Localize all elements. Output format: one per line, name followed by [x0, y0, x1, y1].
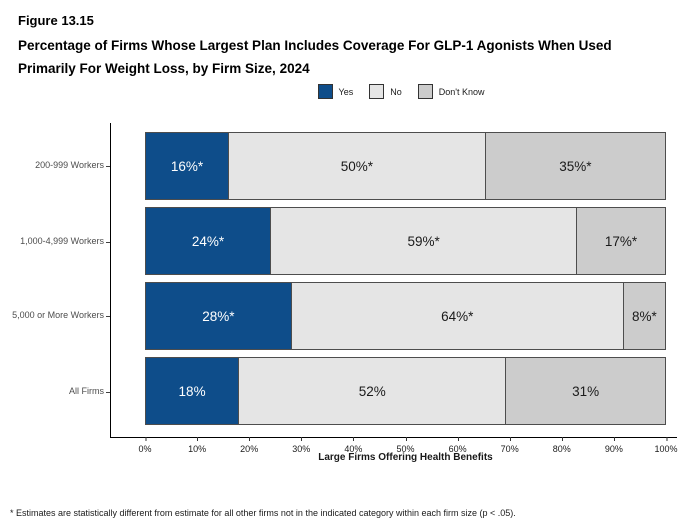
y-axis-label-1000-4999: 1,000-4,999 Workers	[2, 236, 110, 247]
x-tick-label: 20%	[240, 437, 259, 454]
legend-label-yes: Yes	[338, 86, 354, 97]
legend-label-no: No	[390, 86, 402, 97]
legend-swatch-no-icon	[369, 84, 385, 99]
legend-item-no: No	[369, 84, 402, 99]
bar-row-200-999: 16%* 50%* 35%*	[145, 132, 666, 200]
x-tick-label: 70%	[500, 437, 519, 454]
bar-segment-dont-know: 35%*	[485, 133, 665, 199]
bar-segment-no: 64%*	[291, 283, 624, 349]
bar-segment-yes: 16%*	[146, 133, 229, 199]
y-axis-label-200-999: 200-999 Workers	[2, 160, 110, 171]
bar-row-all-firms: 18% 52% 31%	[145, 357, 666, 425]
y-axis-label-5000-plus: 5,000 or More Workers	[2, 310, 110, 321]
footnotes: * Estimates are statistically different …	[10, 480, 695, 525]
figure-number: Figure 13.15	[18, 13, 94, 28]
bar-segment-yes: 28%*	[146, 283, 292, 349]
footnote-asterisk: * Estimates are statistically different …	[10, 508, 516, 518]
figure-title: Percentage of Firms Whose Largest Plan I…	[18, 34, 678, 80]
bar-segment-dont-know: 31%	[506, 358, 665, 424]
bar-row-5000-plus: 28%* 64%* 8%*	[145, 282, 666, 350]
y-axis-line	[110, 123, 111, 437]
bar-segment-yes: 24%*	[146, 208, 272, 274]
bar-segment-no: 52%	[239, 358, 507, 424]
x-tick-label: 40%	[344, 437, 363, 454]
x-axis-ticks: 0% 10% 20% 30% 40% 50% 60% 70% 80% 90% 1…	[138, 437, 678, 459]
bar-row-1000-4999: 24%* 59%* 17%*	[145, 207, 666, 275]
x-tick-label: 10%	[188, 437, 207, 454]
legend-swatch-yes-icon	[317, 84, 333, 99]
bar-segment-dont-know: 17%*	[577, 208, 665, 274]
legend-label-dont-know: Don't Know	[438, 86, 485, 97]
legend-item-yes: Yes	[317, 84, 354, 99]
x-tick-label: 60%	[448, 437, 467, 454]
x-axis-line	[110, 437, 677, 438]
x-tick-label: 90%	[604, 437, 623, 454]
figure-title-line-1: Percentage of Firms Whose Largest Plan I…	[18, 38, 612, 53]
x-tick-label: 30%	[292, 437, 311, 454]
figure-title-line-2: Primarily For Weight Loss, by Firm Size,…	[18, 61, 310, 76]
x-tick-label: 50%	[396, 437, 415, 454]
x-tick-label: 80%	[552, 437, 571, 454]
x-axis-title: Large Firms Offering Health Benefits	[318, 452, 493, 463]
x-tick-label: 100%	[654, 437, 678, 454]
y-axis-label-all-firms: All Firms	[2, 386, 110, 397]
x-tick-label: 0%	[138, 437, 152, 454]
bar-segment-no: 50%*	[228, 133, 486, 199]
bar-segment-no: 59%*	[271, 208, 578, 274]
legend-item-dont-know: Don't Know	[417, 84, 485, 99]
bar-segment-dont-know: 8%*	[623, 283, 665, 349]
bar-segment-yes: 18%	[146, 358, 240, 424]
legend-swatch-dont-know-icon	[417, 84, 433, 99]
chart-legend: Yes No Don't Know	[0, 84, 698, 99]
